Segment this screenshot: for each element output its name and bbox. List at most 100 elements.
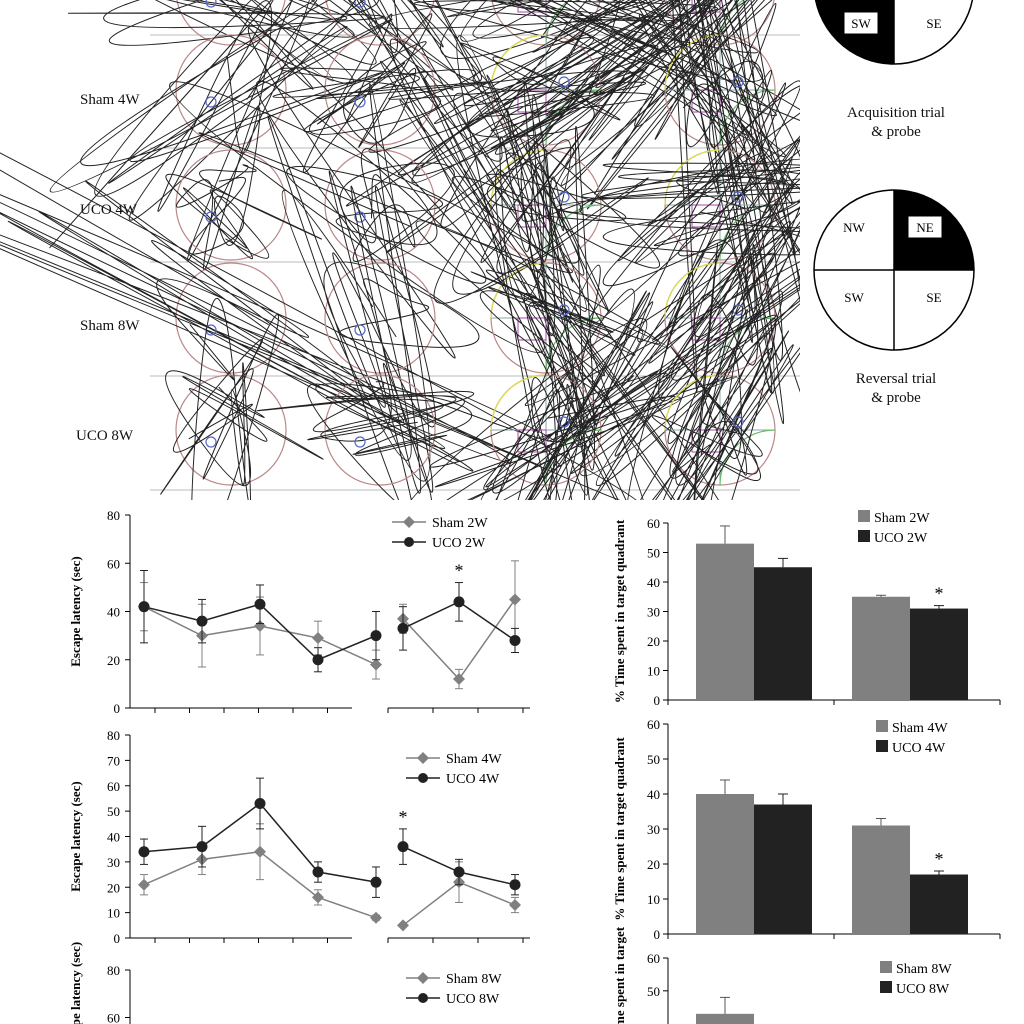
platform-marker — [558, 304, 570, 316]
legend-marker-diamond — [403, 516, 415, 528]
data-point-diamond — [509, 593, 521, 606]
y-axis-label: % Time spent in target quadrant — [612, 519, 627, 703]
y-tick-label: 20 — [107, 880, 120, 895]
legend-label: Sham 2W — [432, 516, 488, 531]
y-axis-label: Escape latency (sec) — [68, 556, 83, 666]
legend-marker-circle — [404, 537, 414, 547]
data-point-diamond — [254, 619, 266, 632]
platform-marker — [558, 416, 570, 428]
pool-outline — [175, 374, 287, 486]
legend-swatch — [858, 530, 870, 542]
y-tick-label: 40 — [107, 830, 120, 845]
platform-marker — [354, 0, 366, 8]
legend-swatch — [858, 510, 870, 522]
swim-track — [169, 25, 573, 359]
quadrant-diagram-reversal: NW NE SW SE — [813, 189, 975, 351]
y-axis-label: Escape latency (sec) — [68, 942, 83, 1024]
platform-marker — [558, 191, 570, 203]
pool-quadrant-arc — [490, 262, 547, 319]
caption-reversal-line2: & probe — [871, 390, 921, 406]
data-point-diamond — [453, 673, 465, 686]
quadrant-label-sw: SW — [851, 16, 871, 31]
data-point-circle — [196, 615, 208, 627]
data-point-circle — [509, 879, 521, 891]
legend-swatch — [876, 740, 888, 752]
legend-label: UCO 4W — [446, 772, 500, 787]
swim-track — [49, 0, 393, 262]
bar — [696, 543, 754, 700]
data-point-diamond — [397, 919, 409, 932]
legend-label: Sham 4W — [892, 721, 948, 736]
y-tick-label: 60 — [107, 556, 120, 571]
quadrant-diagram-acquisition: SW SE — [814, 0, 974, 65]
legend-label: UCO 8W — [446, 992, 500, 1007]
quadrant-label-ne: NE — [916, 220, 933, 235]
swim-track — [410, 264, 737, 500]
swim-track — [495, 0, 773, 210]
swim-track — [345, 0, 722, 253]
bar — [852, 825, 910, 934]
y-tick-label: 0 — [114, 701, 121, 716]
data-point-circle — [453, 596, 465, 608]
y-tick-label: 60 — [647, 516, 660, 531]
platform-marker — [354, 324, 366, 336]
platform-marker — [354, 211, 366, 223]
swim-track — [256, 362, 475, 500]
data-point-diamond — [312, 891, 324, 904]
legend-label: UCO 2W — [432, 536, 486, 551]
y-tick-label: 70 — [107, 753, 120, 768]
quadrant-label-sw-rev: SW — [844, 290, 864, 305]
platform-marker — [205, 0, 217, 8]
platform-marker — [732, 76, 744, 88]
platform-marker — [732, 416, 744, 428]
legend-marker-diamond — [417, 752, 429, 764]
legend-label: UCO 2W — [874, 531, 928, 546]
legend-label: Sham 2W — [874, 511, 930, 526]
legend-marker-diamond — [417, 972, 429, 984]
caption-acquisition-line1: Acquisition trial — [847, 105, 945, 121]
y-tick-label: 10 — [107, 906, 120, 921]
bar — [696, 794, 754, 934]
swim-track — [640, 243, 800, 500]
data-point-circle — [453, 866, 465, 878]
y-tick-label: 40 — [647, 575, 660, 590]
legend-label: Sham 8W — [896, 962, 952, 977]
platform-marker — [205, 96, 217, 108]
data-point-diamond — [370, 658, 382, 671]
swim-track — [328, 0, 517, 218]
bar — [910, 874, 968, 934]
data-point-circle — [312, 866, 324, 878]
legend-marker-circle — [418, 773, 428, 783]
y-tick-label: 10 — [647, 664, 660, 679]
data-point-diamond — [509, 899, 521, 912]
data-point-circle — [397, 841, 409, 853]
row-label-sham-8w: Sham 8W — [80, 318, 140, 334]
caption-reversal-line1: Reversal trial — [855, 371, 937, 387]
bar — [754, 804, 812, 934]
swim-track — [272, 13, 490, 173]
legend-marker-circle — [418, 993, 428, 1003]
pool-quadrant-arc — [490, 149, 547, 206]
y-tick-label: 0 — [654, 927, 661, 942]
platform-marker — [205, 211, 217, 223]
pool-outline — [175, 149, 287, 261]
quadrant-label-se-rev: SE — [926, 290, 941, 305]
legend-label: UCO 8W — [896, 982, 950, 997]
swim-track — [433, 57, 660, 337]
bar — [910, 608, 968, 700]
data-point-circle — [312, 654, 324, 666]
legend-swatch — [880, 961, 892, 973]
swim-track — [160, 297, 324, 500]
quadrant-label-nw: NW — [843, 220, 865, 235]
swim-track-grid — [0, 0, 800, 500]
y-tick-label: 20 — [647, 634, 660, 649]
y-tick-label: 50 — [647, 546, 660, 561]
bar — [852, 596, 910, 700]
y-tick-label: 80 — [107, 728, 120, 743]
significance-asterisk: * — [935, 849, 944, 869]
row-label-uco-8w: UCO 8W — [76, 428, 134, 444]
data-point-diamond — [254, 845, 266, 858]
y-tick-label: 30 — [647, 822, 660, 837]
data-point-circle — [370, 876, 382, 888]
y-tick-label: 80 — [107, 963, 120, 978]
